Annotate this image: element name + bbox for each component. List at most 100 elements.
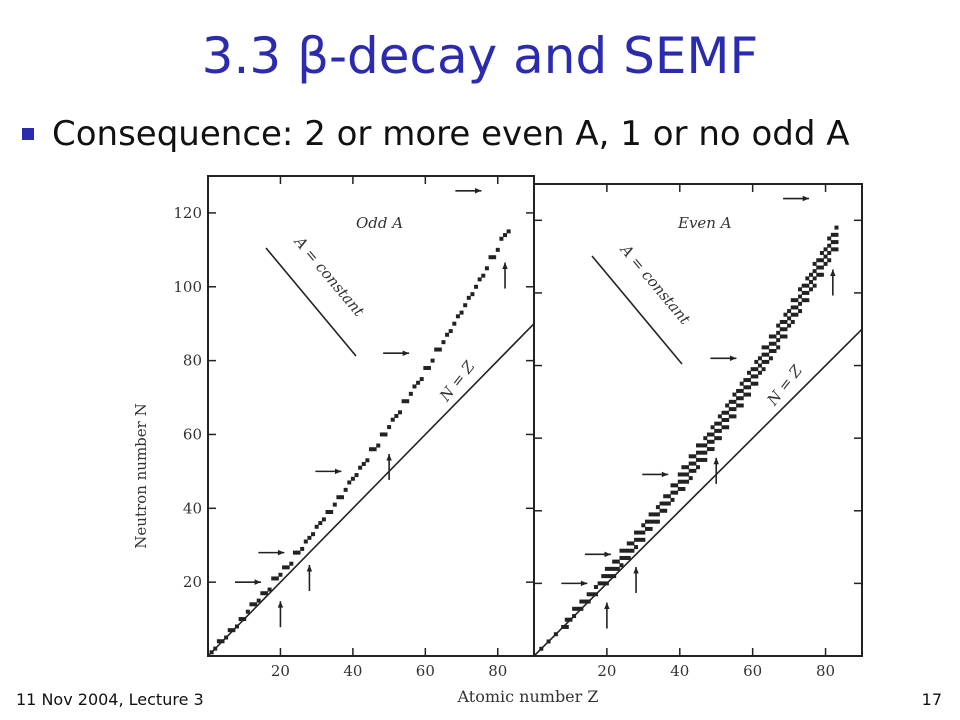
right-nuclide-point — [630, 548, 635, 553]
left-nuclide-point — [419, 377, 424, 382]
right-nuclide-point — [670, 483, 675, 488]
right-nuclide-point — [637, 537, 642, 542]
right-nuclide-point — [604, 574, 609, 579]
right-nuclide-point — [652, 512, 657, 517]
right-nuclide-point — [710, 425, 715, 430]
left-nuclide-point — [397, 410, 402, 415]
right-nuclide-point — [692, 454, 697, 459]
right-nuclide-point — [827, 250, 832, 255]
right-nuclide-point — [750, 367, 755, 372]
nuclide-chart-figure: Neutron number N Odd A 20 40 60 80 20 40 60 80 1… — [128, 166, 868, 706]
right-nuclide-point — [772, 341, 777, 346]
left-nuclide-point — [423, 366, 428, 370]
right-nuclide-point — [583, 599, 588, 604]
right-nuclide-point — [812, 276, 817, 281]
right-nuclide-point — [644, 526, 649, 531]
right-nuclide-point — [626, 548, 631, 553]
right-nuclide-point — [783, 319, 788, 324]
left-nuclide-point — [477, 277, 482, 282]
right-nuclide-point — [827, 236, 832, 241]
left-nuclide-point — [329, 510, 334, 514]
right-x-tick-label: 40 — [670, 662, 689, 680]
right-nuclide-point — [641, 530, 646, 535]
right-nuclide-point — [732, 392, 737, 397]
left-nuclide-point — [448, 329, 453, 334]
right-nuclide-point — [564, 617, 569, 622]
left-nuclide-point — [267, 587, 272, 592]
right-nuclide-point — [787, 309, 792, 314]
left-nuclide-point — [430, 358, 435, 363]
right-magic-n-arrow-head — [604, 551, 611, 558]
left-nuclide-point — [311, 532, 316, 537]
right-nuclide-point — [593, 585, 598, 590]
right-magic-z-arrow-head — [713, 457, 719, 465]
right-nuclide-point — [736, 396, 741, 401]
left-nuclide-point — [383, 432, 388, 437]
right-nuclide-point — [768, 356, 773, 361]
left-nuclide-point — [242, 617, 247, 622]
right-nuclide-point — [779, 327, 784, 332]
left-nuclide-point — [271, 576, 276, 581]
right-nuclide-point — [823, 247, 828, 252]
right-nuclide-point — [688, 454, 693, 459]
right-panel-frame — [533, 183, 863, 657]
nuclide-chart-svg: Neutron number N Odd A 20 40 60 80 20 40 60 80 1… — [132, 175, 863, 706]
left-nuclide-point — [376, 443, 381, 448]
left-nuclide-point — [506, 229, 511, 234]
left-nuclide-point — [379, 432, 384, 437]
left-nuclide-point — [412, 384, 417, 389]
left-magic-n-arrow-head — [277, 549, 285, 556]
left-nuclide-point — [332, 502, 337, 507]
right-nuclide-point — [608, 566, 613, 571]
right-nuclide-point — [801, 283, 806, 288]
right-nuclide-point — [703, 436, 708, 441]
right-nuclide-point — [761, 367, 766, 372]
right-nuclide-point — [794, 305, 799, 310]
left-nuclide-point — [434, 347, 439, 352]
left-nuclide-point — [372, 447, 377, 452]
right-nuclide-point — [710, 447, 715, 452]
right-nuclide-point — [823, 254, 828, 259]
left-x-tick-label: 40 — [343, 662, 362, 680]
right-nuclide-point — [765, 352, 770, 357]
left-nuclide-point — [303, 539, 308, 544]
right-nuclide-point — [572, 614, 577, 619]
right-nuclide-point — [593, 592, 598, 597]
left-nuclide-point — [256, 598, 261, 603]
left-y-tick-label: 20 — [183, 573, 202, 591]
right-nuclide-point — [808, 287, 813, 292]
right-nuclide-point — [765, 359, 770, 364]
right-nuclide-point — [688, 461, 693, 466]
right-nuclide-point — [798, 309, 803, 314]
right-nuclide-point — [659, 508, 664, 513]
right-nuclide-point — [834, 225, 839, 230]
right-nuclide-point — [553, 632, 558, 637]
right-nuclide-point — [655, 512, 660, 517]
left-nuclide-point — [365, 458, 370, 463]
right-nuclide-point — [743, 392, 748, 397]
right-nuclide-point — [757, 363, 762, 368]
right-nuclide-point — [783, 334, 788, 339]
left-nuclide-point — [296, 550, 301, 555]
right-nuclide-point — [721, 418, 726, 422]
right-nuclide-point — [819, 258, 824, 263]
right-nuclide-point — [623, 555, 628, 560]
right-magic-n-arrow-head — [661, 471, 669, 478]
left-nuclide-point — [470, 292, 475, 297]
left-magic-n-arrow-head — [474, 188, 482, 194]
right-nuclide-point — [601, 574, 606, 579]
right-nuclide-point — [783, 312, 788, 317]
right-magic-n-arrow-head — [580, 580, 588, 587]
left-nuclide-point — [347, 480, 352, 485]
right-nuclide-point — [754, 359, 759, 364]
right-a-constant-label: A = constant — [616, 239, 695, 328]
right-nuclide-point — [604, 581, 609, 586]
right-nuclide-point — [652, 519, 657, 524]
right-nuclide-point — [717, 421, 722, 426]
right-nuclide-point — [761, 352, 766, 357]
right-nuclide-point — [666, 494, 671, 499]
left-nuclide-point — [274, 576, 279, 581]
right-magic-n-arrow-head — [729, 355, 737, 362]
right-nuclide-point — [834, 240, 839, 245]
right-magic-z-arrow-head — [604, 602, 610, 610]
